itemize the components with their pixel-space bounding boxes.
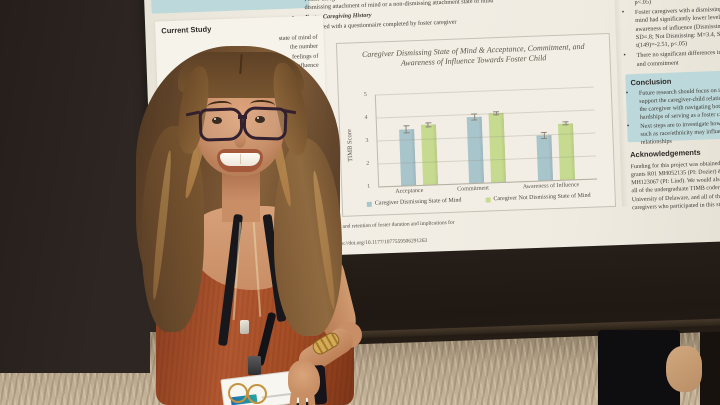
dark-wall-left (0, 0, 150, 373)
teeth (220, 153, 260, 166)
eye (212, 117, 222, 124)
glasses-bridge (238, 115, 247, 119)
bystander-hand (666, 346, 702, 392)
hand-on-hip (288, 360, 320, 398)
nose (234, 130, 246, 148)
glasses-left-lens (198, 107, 244, 142)
gold-sunglasses-lens (247, 384, 267, 404)
badge-clip (248, 356, 261, 375)
finger (289, 391, 298, 405)
smiling-mouth (217, 149, 263, 172)
gold-sunglasses-lens (228, 383, 248, 403)
finger (299, 395, 306, 405)
necklace-pendant (240, 320, 249, 334)
eye (255, 116, 265, 123)
neck (222, 168, 260, 222)
